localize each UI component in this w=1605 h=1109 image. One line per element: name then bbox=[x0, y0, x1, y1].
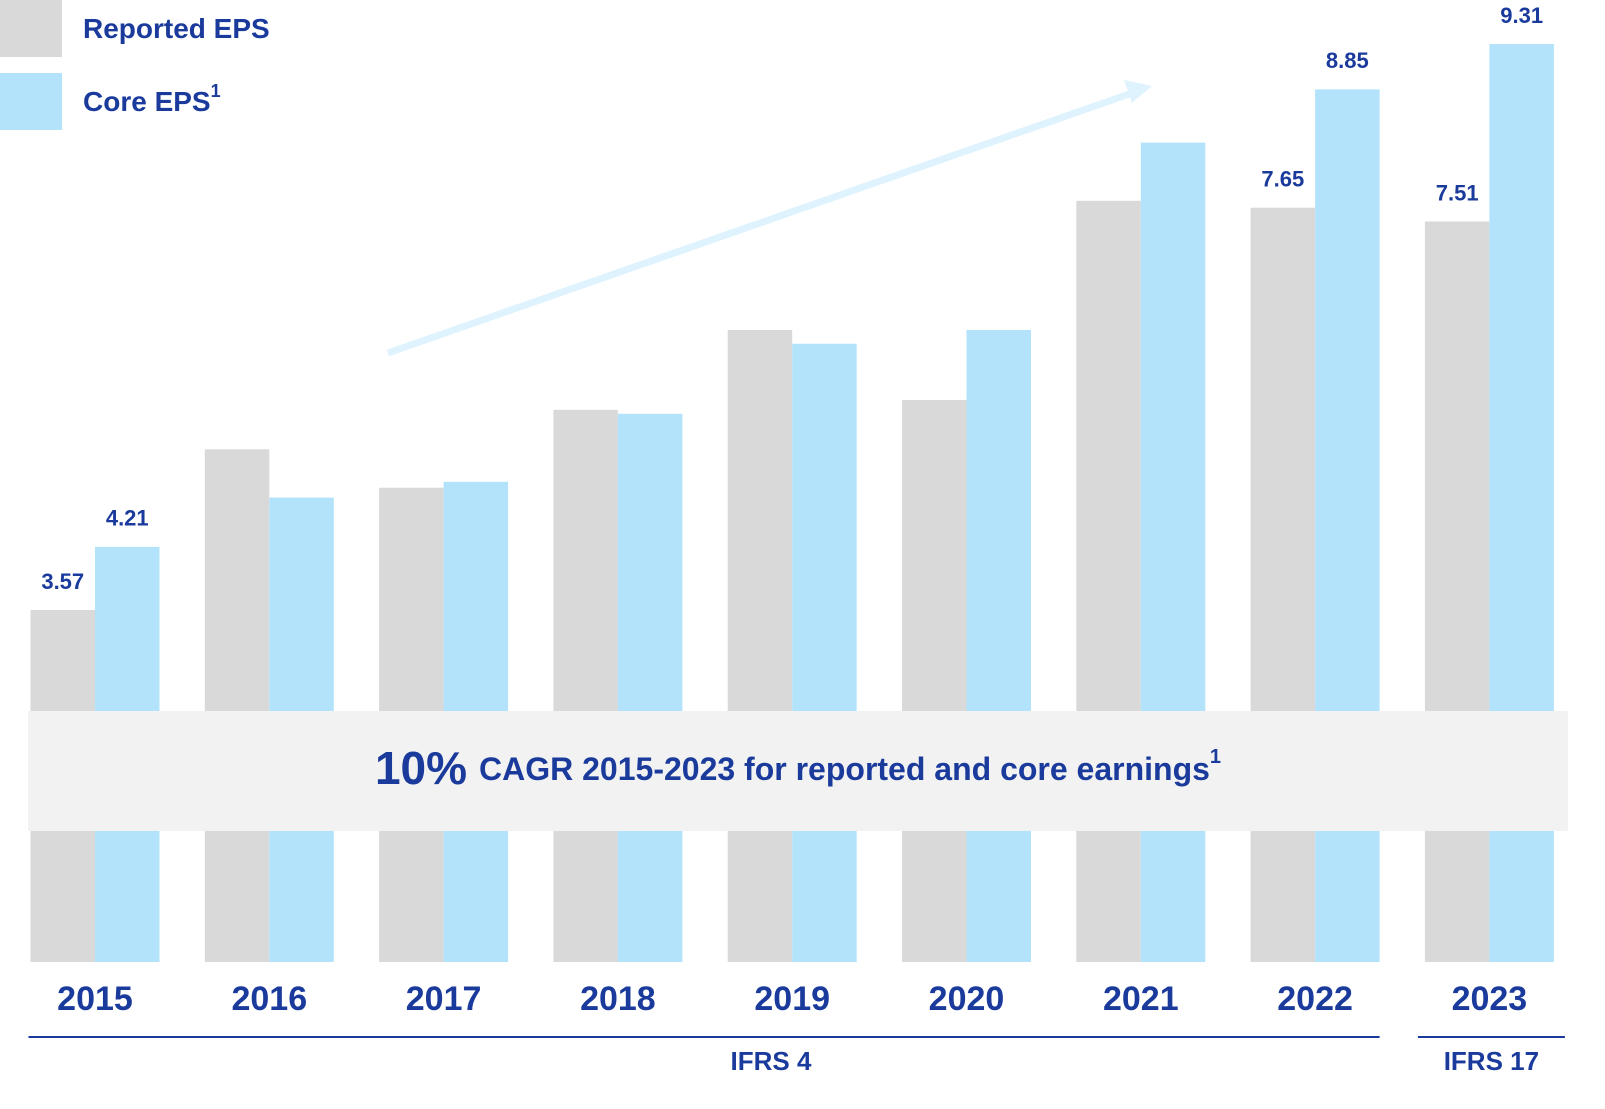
bar bbox=[1250, 207, 1316, 962]
legend-label: Core EPS1 bbox=[83, 81, 221, 118]
x-tick-label: 2023 bbox=[1452, 980, 1528, 1018]
trend-arrow-head bbox=[1124, 80, 1152, 103]
bar bbox=[553, 409, 618, 963]
bars: 2015 3.57 4.21 2016 2017 2018 2019 2020 2021 2022… bbox=[30, 3, 1554, 1018]
x-tick-label: 2018 bbox=[580, 980, 656, 1018]
x-tick-label: 2015 bbox=[57, 980, 133, 1018]
bar bbox=[1315, 89, 1380, 962]
groups: IFRS 4 IFRS 17 bbox=[28, 1036, 1565, 1076]
banner-highlight: 10% bbox=[375, 742, 467, 794]
x-tick-label: 2019 bbox=[754, 980, 830, 1018]
banner-body: CAGR 2015-2023 for reported and core ear… bbox=[479, 751, 1210, 787]
legend-name: Reported EPS bbox=[83, 13, 270, 44]
legend-swatch bbox=[0, 73, 62, 130]
legend-swatch bbox=[0, 0, 62, 57]
bar bbox=[1424, 221, 1490, 962]
data-label: 3.57 bbox=[41, 569, 84, 594]
banner bbox=[28, 711, 1568, 831]
bar bbox=[1076, 200, 1141, 963]
legend-name: Core EPS bbox=[83, 86, 211, 117]
data-label: 7.65 bbox=[1261, 167, 1304, 192]
data-label: 4.21 bbox=[106, 506, 149, 531]
data-label: 7.51 bbox=[1436, 180, 1479, 205]
bar bbox=[966, 329, 1031, 962]
legend-note: 1 bbox=[211, 81, 221, 101]
legend: Reported EPS Core EPS1 bbox=[0, 0, 270, 130]
group-label: IFRS 17 bbox=[1444, 1046, 1539, 1076]
bar bbox=[617, 413, 683, 962]
data-label: 8.85 bbox=[1326, 48, 1369, 73]
bar bbox=[204, 449, 270, 962]
bar bbox=[902, 399, 967, 963]
bar bbox=[727, 329, 793, 962]
data-label: 9.31 bbox=[1500, 3, 1543, 28]
banner-text: 10% CAGR 2015-2023 for reported and core … bbox=[375, 742, 1221, 794]
bar bbox=[1140, 142, 1206, 962]
bar bbox=[792, 343, 857, 962]
group-label: IFRS 4 bbox=[731, 1046, 812, 1076]
x-tick-label: 2020 bbox=[929, 980, 1005, 1018]
x-tick-label: 2022 bbox=[1277, 980, 1353, 1018]
x-tick-label: 2021 bbox=[1103, 980, 1179, 1018]
legend-label: Reported EPS bbox=[83, 13, 270, 44]
x-tick-label: 2017 bbox=[406, 980, 482, 1018]
x-tick-label: 2016 bbox=[231, 980, 307, 1018]
banner-note: 1 bbox=[1210, 746, 1221, 768]
trend-arrow bbox=[386, 88, 1137, 357]
